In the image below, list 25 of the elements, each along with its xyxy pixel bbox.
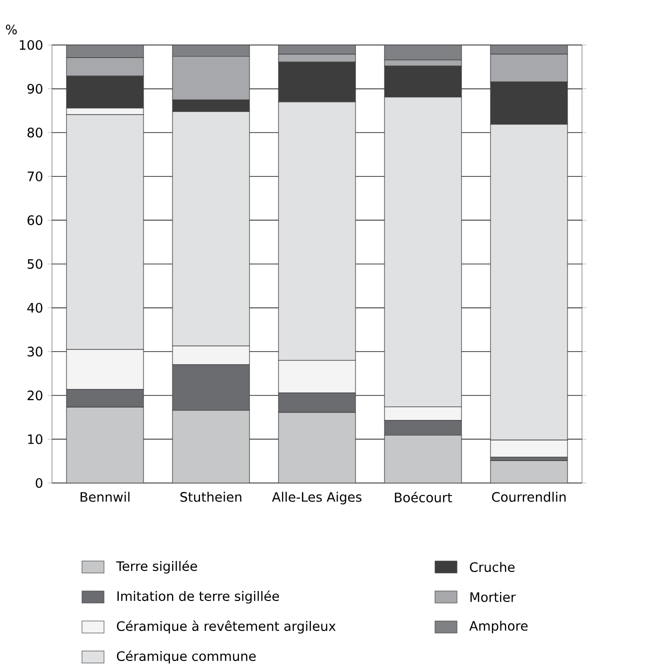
legend-label: Céramique à revêtement argileux (116, 620, 336, 634)
bar (490, 460, 568, 484)
legend-label: Terre sigillée (116, 560, 198, 574)
y-tick-label: 0 (36, 478, 42, 488)
y-tick-label: 80 (28, 128, 42, 138)
legend-label: Imitation de terre sigillée (117, 590, 279, 604)
y-tick-label: 90 (27, 84, 42, 94)
x-tick-label: Boécourt (394, 492, 452, 502)
legend-label: Cruche (470, 562, 515, 572)
y-tick-label: 100 (20, 40, 42, 50)
x-tick-label: Stutheien (180, 492, 242, 502)
legend-label: Amphore (469, 620, 528, 634)
y-tick-label: 10 (28, 434, 42, 444)
y-tick-label: 70 (28, 171, 42, 182)
y-tick-label: 40 (27, 302, 42, 313)
x-tick-label: Courrendlin (492, 492, 566, 502)
y-tick-label: 50 (28, 259, 42, 269)
y-tick-label: 20 (28, 390, 42, 400)
y-tick-label: 30 (28, 346, 42, 357)
x-tick-label: Alle-Les Aiges (272, 492, 362, 504)
y-axis-title: % (6, 24, 17, 34)
legend-label: Céramique commune (116, 650, 256, 664)
y-tick-label: 60 (28, 215, 42, 226)
x-tick-label: Bennwil (80, 492, 130, 502)
legend-label: Mortier (470, 592, 516, 602)
